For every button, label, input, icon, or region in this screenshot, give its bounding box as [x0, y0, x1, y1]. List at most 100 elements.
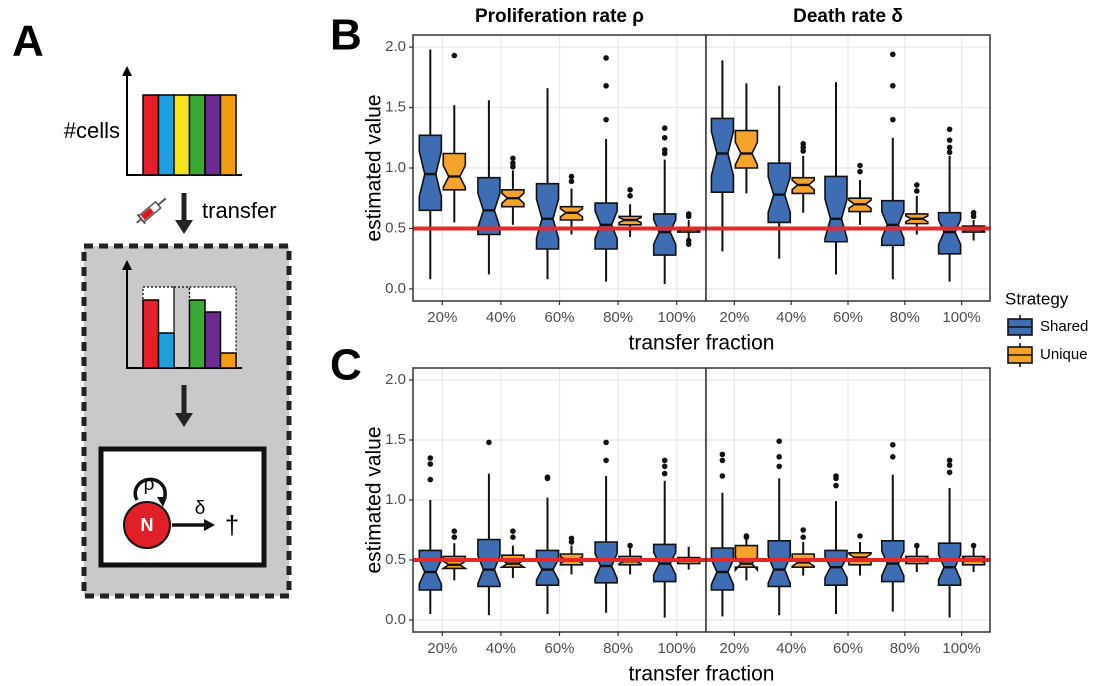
box [535, 182, 560, 250]
facet-title: Proliferation rate ρ [475, 6, 644, 27]
x-tick-label: 40% [776, 640, 806, 657]
outlier [451, 52, 458, 59]
y-tick-label: 2.0 [385, 38, 406, 55]
y-tick-label: 0.5 [385, 551, 406, 568]
x-axis-title: transfer fraction [629, 663, 775, 686]
outlier [800, 527, 806, 533]
cells-label: #cells [64, 118, 120, 143]
panel-label: B [330, 11, 362, 60]
x-axis-title: transfer fraction [629, 332, 775, 355]
outlier [685, 211, 692, 217]
outlier [486, 439, 492, 446]
box [477, 176, 501, 236]
x-tick-label: 60% [544, 309, 574, 326]
outlier [685, 237, 692, 244]
outlier [719, 473, 726, 479]
outlier [946, 137, 953, 143]
outlier [427, 455, 434, 461]
outlier [661, 125, 668, 131]
outlier [914, 182, 920, 188]
outlier [800, 141, 806, 147]
outlier [776, 454, 782, 460]
outlier [946, 126, 953, 133]
outlier [776, 463, 782, 470]
outlier [914, 188, 920, 194]
outlier [603, 116, 609, 123]
x-tick-label: 100% [658, 309, 696, 326]
delta-label: δ [195, 498, 206, 519]
outlier [627, 186, 633, 193]
transfer-label: transfer [202, 198, 277, 223]
outlier [568, 178, 575, 185]
outlier [661, 470, 668, 477]
box [418, 134, 443, 212]
x-tick-label: 60% [833, 640, 863, 657]
outlier [833, 473, 839, 479]
outlier [627, 542, 633, 549]
y-tick-label: 1.0 [385, 159, 406, 176]
outlier [627, 193, 633, 199]
outlier [427, 476, 434, 483]
box [442, 152, 467, 191]
x-tick-label: 80% [890, 640, 920, 657]
outlier [661, 134, 668, 141]
y-tick-label: 0.0 [385, 611, 406, 628]
outlier [946, 462, 953, 469]
x-tick-label: 20% [427, 309, 457, 326]
outlier [890, 51, 896, 58]
sampled-chart [122, 260, 242, 369]
death-arrow-head [204, 519, 215, 531]
box [477, 538, 501, 588]
rho-label: ρ [144, 474, 155, 495]
outlier [857, 162, 863, 169]
cell-chart [122, 66, 242, 176]
outlier [451, 534, 458, 540]
box [734, 129, 759, 169]
outlier [427, 461, 434, 467]
outlier [544, 474, 551, 481]
outlier [970, 542, 977, 549]
outlier [857, 168, 863, 175]
x-tick-label: 60% [833, 309, 863, 326]
x-tick-label: 40% [486, 309, 516, 326]
loop-arrow [133, 477, 167, 504]
node-label: N [141, 515, 154, 535]
arrow [175, 193, 193, 234]
outlier [568, 535, 575, 542]
outlier [776, 438, 782, 445]
y-tick-label: 0.0 [385, 280, 406, 297]
legend-label: Shared [1040, 318, 1088, 335]
box [734, 544, 759, 573]
outlier [603, 82, 609, 89]
x-tick-label: 80% [890, 309, 920, 326]
box [710, 117, 735, 193]
x-tick-label: 100% [942, 309, 980, 326]
outlier [603, 439, 609, 446]
outlier [603, 457, 609, 464]
y-tick-label: 1.5 [385, 99, 406, 116]
outlier [946, 469, 953, 476]
outlier [510, 528, 516, 534]
x-tick-label: 40% [776, 309, 806, 326]
box [937, 542, 962, 587]
x-tick-label: 80% [603, 309, 633, 326]
outlier [833, 482, 839, 489]
legend-label: Unique [1040, 346, 1088, 363]
outlier [946, 457, 953, 464]
outlier [510, 534, 516, 540]
death-label: † [225, 510, 239, 540]
outlier [890, 454, 896, 460]
box [594, 541, 618, 584]
outlier [661, 463, 668, 470]
outlier [890, 82, 896, 89]
outlier [661, 457, 668, 464]
facet-title: Death rate δ [793, 6, 903, 27]
x-tick-label: 100% [658, 640, 696, 657]
y-axis-title: estimated value [363, 426, 386, 573]
outlier [719, 457, 726, 464]
outlier [800, 534, 806, 540]
box [767, 539, 792, 588]
outlier [661, 147, 668, 153]
panel-label: A [12, 17, 44, 66]
